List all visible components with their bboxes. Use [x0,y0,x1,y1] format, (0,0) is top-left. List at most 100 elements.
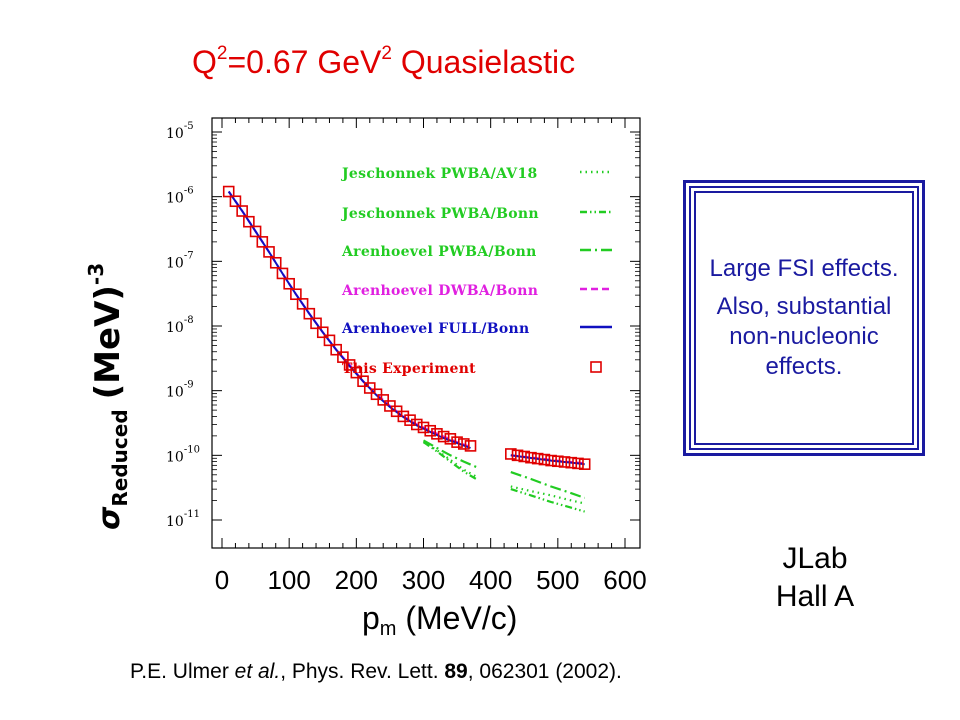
lab-line-1: JLab [782,542,848,575]
y-axis-subscript: Reduced [108,409,132,507]
data-point-this-experiment [451,436,463,448]
x-tick-label: 500 [536,565,580,595]
series-line-arenhoevel-dwba-bonn [227,190,471,448]
citation-rest: , 062301 (2002). [467,660,622,683]
data-point-this-experiment [525,451,537,464]
data-point-this-experiment [337,351,349,363]
lab-label: JLab Hall A [760,540,870,616]
series-line-arenhoevel-pwba-bonn-high [510,471,586,499]
title-q-exponent: 2 [216,43,228,64]
series-line-jeschonnek-pwba-bonn [422,441,478,481]
plot-frame [211,117,641,549]
data-point-this-experiment [397,410,410,423]
data-point-this-experiment [303,307,316,320]
y-tick-label: 10-7 [166,250,194,271]
y-axis-unit-base: (MeV) [88,285,128,400]
data-point-this-experiment [531,452,544,465]
y-tick-label: 10-6 [166,186,194,207]
data-point-this-experiment [410,418,423,431]
data-point-this-experiment [330,343,342,356]
data-point-this-experiment [511,449,524,462]
y-tick-exponent: -11 [184,509,200,520]
y-tick-label: 10-11 [166,509,200,530]
data-point-this-experiment [538,453,551,466]
info-box-border: Large FSI effects. Also, substantial non… [689,186,919,450]
legend-label-this-experiment: This Experiment [342,361,476,377]
data-point-this-experiment [263,246,275,258]
chart-title: Q2=0.67 GeV2 Quasielastic [192,44,575,81]
y-tick-base: 10 [166,514,184,530]
y-tick-base: 10 [166,449,184,465]
data-point-this-experiment [505,448,517,460]
y-tick-base: 10 [166,126,184,142]
data-point-this-experiment [236,205,248,217]
series-line-jeschonnek-pwba-bonn-high [510,488,586,513]
lab-line-2: Hall A [775,580,855,613]
x-tick-label: 0 [214,565,230,595]
x-axis-subscript: m [379,618,397,640]
x-axis-label: pm (MeV/c) [362,600,518,640]
y-tick-base: 10 [166,191,184,207]
y-tick-exponent: -8 [184,315,194,326]
data-point-this-experiment [431,428,443,440]
legend-label-arenhoevel-full-bonn: Arenhoevel FULL/Bonn [341,321,529,337]
x-tick-label: 600 [603,565,647,595]
data-point-this-experiment [310,317,322,330]
info-box: Large FSI effects. Also, substantial non… [683,180,925,456]
data-point-this-experiment [323,334,336,347]
data-point-this-experiment [518,450,531,463]
legend-marker-this-experiment [590,361,602,373]
title-rest: Quasielastic [391,44,576,80]
data-point-this-experiment [565,456,578,469]
data-point-this-experiment [444,433,457,445]
y-axis-unit-exponent: -3 [84,262,108,286]
data-point-this-experiment [283,277,295,290]
x-axis-symbol: p [362,600,380,636]
data-point-this-experiment [243,215,255,228]
citation-etal: et al. [234,660,281,683]
legend-label-jeschonnek-pwba-av18: Jeschonnek PWBA/AV18 [340,166,538,182]
x-tick-label: 300 [401,565,446,595]
y-tick-exponent: -9 [184,380,194,391]
title-value: =0.67 GeV [227,44,382,80]
info-box-content: Large FSI effects. Also, substantial non… [694,191,914,445]
data-point-this-experiment [545,454,557,467]
data-point-this-experiment [417,421,430,434]
y-axis-label: σReduced (MeV)-3 [84,263,132,530]
series-line-arenhoevel-pwba-bonn [422,439,478,469]
data-point-this-experiment [437,430,450,443]
data-point-this-experiment [296,298,309,310]
legend-label-arenhoevel-pwba-bonn: Arenhoevel PWBA/Bonn [341,244,537,260]
data-point-this-experiment [249,225,262,238]
info-box-line-2: Also, substantial non-nucleonic effects. [716,293,892,380]
data-point-this-experiment [222,185,235,198]
data-point-this-experiment [552,455,564,468]
y-tick-label: 10-5 [166,121,194,142]
data-point-this-experiment [377,394,390,406]
title-q: Q [192,44,217,80]
legend-label-jeschonnek-pwba-bonn: Jeschonnek PWBA/Bonn [340,206,539,222]
y-axis-unit: (MeV)-3 [84,263,128,400]
data-point-this-experiment [316,326,329,339]
data-point-this-experiment [363,382,376,394]
citation-volume: 89 [444,660,468,683]
legend-label-arenhoevel-dwba-bonn: Arenhoevel DWBA/Bonn [341,283,538,299]
citation-authors: P.E. Ulmer [130,660,235,683]
data-point-this-experiment [578,458,591,470]
x-axis-unit: (MeV/c) [396,600,518,636]
series-line-jeschonnek-pwba-av18-high [510,485,585,505]
x-tick-label: 100 [267,565,311,595]
data-point-this-experiment [572,457,584,470]
data-point-this-experiment [350,366,363,379]
data-point-this-experiment [290,288,302,301]
data-point-this-experiment [357,375,369,388]
y-tick-base: 10 [166,320,184,336]
x-tick-label: 200 [334,565,379,595]
y-tick-base: 10 [166,255,184,271]
data-point-this-experiment [276,267,289,280]
data-point-this-experiment [343,359,356,371]
y-tick-base: 10 [166,385,184,401]
data-point-this-experiment [424,424,437,437]
data-point-this-experiment [464,440,477,452]
